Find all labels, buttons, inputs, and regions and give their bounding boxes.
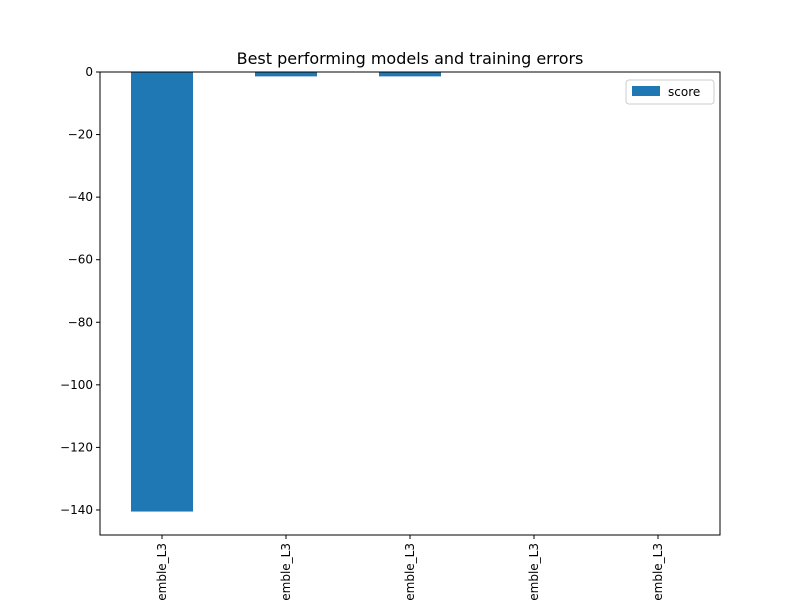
bar — [131, 72, 193, 512]
y-tick-label: −120 — [60, 440, 93, 454]
x-tick-label: WeightedEnsemble_L3 — [527, 543, 541, 600]
x-tick-label: WeightedEnsemble_L3 — [403, 543, 417, 600]
plot-frame — [99, 71, 721, 536]
y-tick-label: −20 — [68, 128, 93, 142]
legend-swatch — [632, 86, 660, 96]
bar — [379, 72, 441, 77]
y-tick-label: −140 — [60, 503, 93, 517]
x-tick-label: WeightedEnsemble_L3 — [651, 543, 665, 600]
x-tick-label: WeightedEnsemble_L3 — [279, 543, 293, 600]
y-tick-label: −40 — [68, 190, 93, 204]
chart-title: Best performing models and training erro… — [237, 49, 584, 68]
y-tick-label: 0 — [85, 65, 93, 79]
y-tick-label: −100 — [60, 378, 93, 392]
bar — [255, 72, 317, 77]
y-tick-label: −60 — [68, 253, 93, 267]
x-tick-label: WeightedEnsemble_L3 — [155, 543, 169, 600]
y-tick-label: −80 — [68, 315, 93, 329]
legend-label: score — [668, 85, 700, 99]
